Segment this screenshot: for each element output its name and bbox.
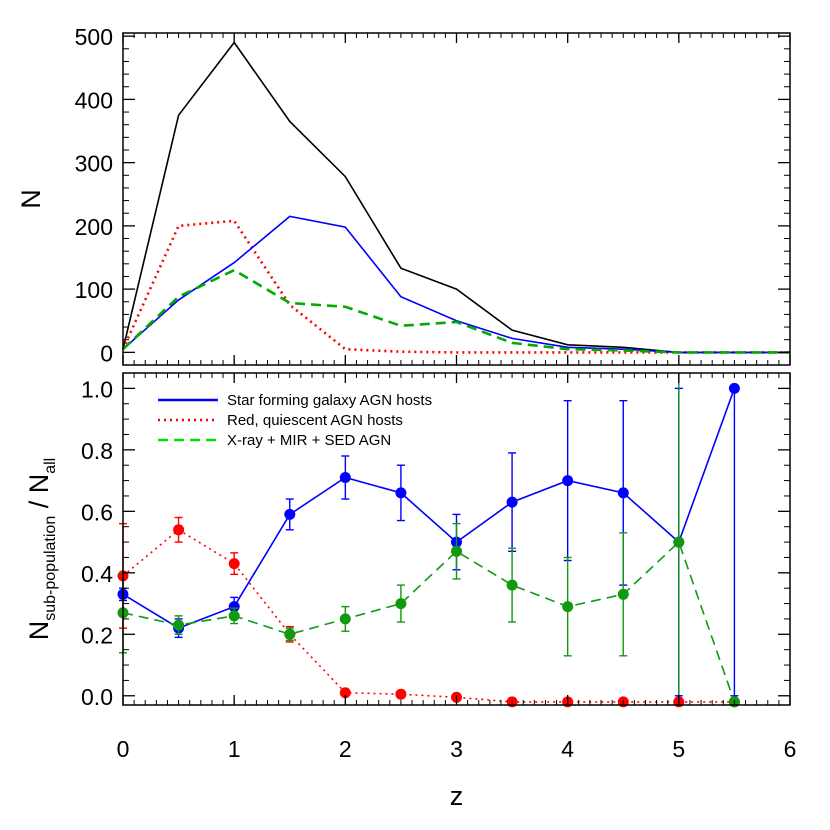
point-red_quiescent xyxy=(395,688,407,700)
legend-label-xray_mir_sed: X-ray + MIR + SED AGN xyxy=(227,432,391,449)
top-series-red_quiescent xyxy=(121,219,790,354)
point-red_quiescent xyxy=(228,558,240,570)
point-star_forming xyxy=(562,475,574,487)
point-ratio_xray_mir_sed xyxy=(617,588,629,600)
point-ratio_xray_mir_sed xyxy=(673,536,685,548)
top-series-layer xyxy=(121,41,790,354)
top-y-tick-label: 500 xyxy=(75,24,113,50)
bottom-y-tick-labels: 0.0 0.2 0.4 0.6 0.8 1.0 xyxy=(81,376,113,709)
top-series-all xyxy=(122,41,790,354)
top-series-xray_mir_sed xyxy=(122,268,790,354)
bottom-panel: 0.0 0.2 0.4 0.6 0.8 1.0 0 1 2 3 4 5 6 Star forming … xyxy=(24,372,797,811)
top-panel: 0 100 200 300 400 500 N xyxy=(16,24,791,366)
legend-label-star_forming: Star forming galaxy AGN hosts xyxy=(227,392,432,409)
top-y-tick-label: 400 xyxy=(75,87,113,113)
bottom-y-tick-label: 1.0 xyxy=(81,376,113,402)
top-y-tick-labels: 0 100 200 300 400 500 xyxy=(75,24,113,366)
point-red_quiescent xyxy=(173,524,185,536)
bottom-series-red_quiescent xyxy=(117,516,740,708)
point-ratio_xray_mir_sed xyxy=(339,613,351,625)
point-star_forming xyxy=(228,601,240,613)
point-star_forming xyxy=(728,382,740,394)
x-tick-label: 0 xyxy=(117,736,130,762)
bottom-y-tick-label: 0.8 xyxy=(81,438,113,464)
point-ratio_xray_mir_sed xyxy=(284,628,296,640)
bottom-y-axis-title: Nsub-population / Nall xyxy=(24,458,59,641)
point-red_quiescent xyxy=(339,687,351,699)
ylabel-sub: sub-population xyxy=(42,516,59,621)
bottom-line-star_forming xyxy=(122,388,736,629)
x-tick-label: 2 xyxy=(339,736,352,762)
top-ticks xyxy=(122,33,791,365)
bottom-series-ratio_xray_mir_sed xyxy=(117,373,740,708)
bottom-series-layer xyxy=(117,373,740,708)
top-y-tick-label: 100 xyxy=(75,277,113,303)
top-series-star_forming xyxy=(122,215,790,354)
x-tick-label: 4 xyxy=(561,736,574,762)
legend: Star forming galaxy AGN hosts Red, quiesc… xyxy=(158,392,432,449)
x-tick-label: 1 xyxy=(228,736,241,762)
ylabel-div: / N xyxy=(24,474,54,516)
bottom-y-tick-label: 0.4 xyxy=(81,561,113,587)
bottom-line-ratio_xray_mir_sed xyxy=(122,540,736,703)
point-ratio_xray_mir_sed xyxy=(451,545,462,557)
bottom-series-star_forming xyxy=(117,382,740,697)
x-tick-label: 3 xyxy=(450,736,463,762)
x-tick-label: 5 xyxy=(672,736,685,762)
bottom-ticks xyxy=(122,373,791,705)
point-star_forming xyxy=(339,472,351,483)
ylabel-main: N xyxy=(24,621,54,641)
point-star_forming xyxy=(284,508,296,520)
point-ratio_xray_mir_sed xyxy=(562,601,574,613)
top-panel-frame xyxy=(122,32,791,366)
x-tick-label: 6 xyxy=(784,736,797,762)
ylabel-sub2: all xyxy=(42,458,59,474)
x-axis-title: z xyxy=(450,781,464,811)
bottom-x-tick-labels: 0 1 2 3 4 5 6 xyxy=(117,736,797,762)
bottom-y-tick-label: 0.6 xyxy=(81,499,113,525)
top-y-tick-label: 300 xyxy=(75,151,113,177)
point-ratio_xray_mir_sed xyxy=(506,579,518,591)
top-y-tick-label: 200 xyxy=(75,214,113,240)
point-star_forming xyxy=(617,487,629,499)
point-ratio_xray_mir_sed xyxy=(228,610,240,622)
top-y-tick-label: 0 xyxy=(100,340,113,366)
bottom-line-red_quiescent xyxy=(122,528,735,703)
point-ratio_xray_mir_sed xyxy=(395,598,407,610)
point-star_forming xyxy=(395,487,407,499)
bottom-y-tick-label: 0.0 xyxy=(81,684,113,710)
point-ratio_xray_mir_sed xyxy=(173,619,185,631)
point-star_forming xyxy=(506,496,518,508)
bottom-y-tick-label: 0.2 xyxy=(81,622,113,648)
legend-label-red_quiescent: Red, quiescent AGN hosts xyxy=(227,412,403,429)
top-y-axis-title: N xyxy=(16,189,46,209)
